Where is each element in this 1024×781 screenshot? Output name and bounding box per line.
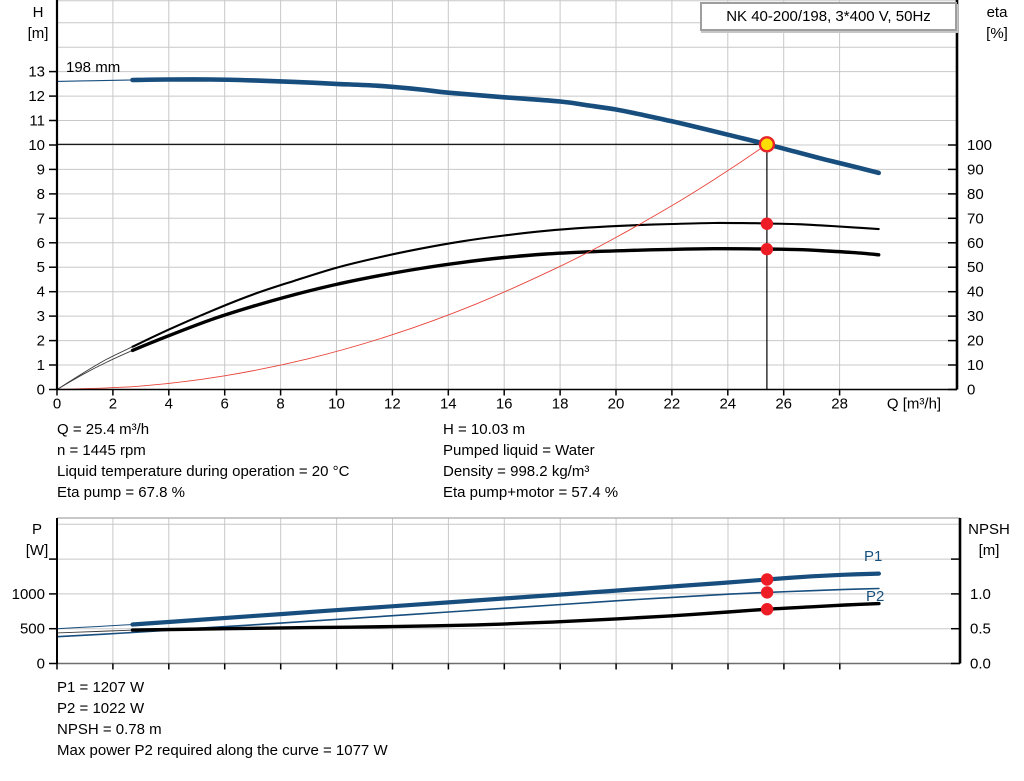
right-tick-label: 90 — [967, 161, 984, 178]
impeller-diameter-label: 198 mm — [66, 59, 121, 76]
head-curve-198mm — [130, 77, 881, 176]
left-tick-label: 12 — [28, 88, 45, 105]
p1-curve — [130, 571, 881, 627]
power-npsh-chart: 0 500 1000 0.0 0.5 1.0 — [12, 517, 991, 673]
info-p2: P2 = 1022 W — [57, 700, 145, 717]
left-tick-label: 500 — [20, 621, 45, 638]
info-density: Density = 998.2 kg/m³ — [443, 463, 590, 480]
h-axis-title: H [m] — [20, 2, 56, 44]
npsh-curve-lead — [56, 629, 133, 634]
right-tick-label: 20 — [967, 333, 984, 350]
eta-axis-title-unit: [%] — [986, 25, 1008, 42]
right-tick-label: 0 — [967, 382, 975, 399]
duty-info-right: H = 10.03 m Pumped liquid = Water Densit… — [443, 419, 618, 503]
bottom-tick-label: 16 — [496, 396, 513, 413]
npsh-axis-title-symbol: NPSH — [968, 521, 1010, 538]
p1-curve-lead — [56, 624, 133, 630]
bottom-tick-label: 18 — [552, 396, 569, 413]
left-tick-label: 1 — [37, 357, 45, 374]
p2-curve-label: P2 — [866, 588, 885, 605]
eta-pump-motor-curve — [130, 246, 881, 353]
qh-eta-chart: 0123456789101112130102030405060708090100… — [28, 0, 992, 413]
p1-curve-label: P1 — [864, 548, 883, 565]
bottom-tick-label: 6 — [221, 396, 229, 413]
duty-info-left: Q = 25.4 m³/h n = 1445 rpm Liquid temper… — [57, 419, 349, 503]
info-npsh: NPSH = 0.78 m — [57, 721, 162, 738]
pump-title-box: NK 40-200/198, 3*400 V, 50Hz — [700, 2, 957, 31]
info-max-power: Max power P2 required along the curve = … — [57, 742, 388, 759]
bottom-tick-label: 4 — [165, 396, 173, 413]
left-tick-label: 11 — [29, 113, 45, 130]
left-tick-label: 13 — [28, 64, 45, 81]
right-tick-label: 50 — [967, 259, 984, 276]
bottom-tick-label: 0 — [53, 396, 61, 413]
duty-info-bottom: P1 = 1207 W P2 = 1022 W NPSH = 0.78 m Ma… — [57, 677, 388, 761]
right-tick-label: 1.0 — [970, 586, 991, 603]
left-tick-label: 1000 — [12, 586, 45, 603]
info-eta-pump-motor: Eta pump+motor = 57.4 % — [443, 484, 619, 501]
p-axis-title-unit: [W] — [25, 542, 49, 559]
right-tick-label: 70 — [967, 210, 984, 227]
eta-pump-duty-dot — [760, 217, 774, 230]
duty-point — [758, 136, 776, 153]
left-tick-label: 10 — [28, 137, 45, 154]
left-tick-label: 4 — [37, 284, 45, 301]
left-tick-label: 3 — [37, 308, 45, 325]
system-curve — [56, 143, 768, 390]
npsh-duty-dot — [760, 603, 774, 616]
bottom-tick-label: 8 — [276, 396, 284, 413]
bottom-tick-label: 2 — [109, 396, 117, 413]
bottom-tick-label: 22 — [664, 396, 681, 413]
npsh-curve — [130, 601, 881, 632]
p-axis-title: P [W] — [18, 519, 56, 561]
p1-duty-dot — [760, 573, 774, 586]
p2-duty-dot — [760, 586, 774, 599]
npsh-axis-title-unit: [m] — [978, 542, 1000, 559]
right-tick-label: 40 — [967, 284, 984, 301]
eta-pump-motor-curve-lead — [56, 349, 133, 390]
info-liquid-temperature: Liquid temperature during operation = 20… — [57, 463, 350, 480]
right-tick-label: 30 — [967, 308, 984, 325]
bottom-tick-label: 14 — [440, 396, 457, 413]
right-tick-label: 80 — [967, 186, 984, 203]
eta-axis-title: eta [%] — [976, 2, 1018, 44]
right-tick-label: 100 — [967, 137, 992, 154]
bottom-tick-label: 20 — [608, 396, 625, 413]
info-p1: P1 = 1207 W — [57, 679, 145, 696]
left-tick-label: 0 — [37, 382, 45, 399]
info-pumped-liquid: Pumped liquid = Water — [443, 442, 595, 459]
eta-pump-motor-duty-dot — [760, 243, 774, 256]
info-eta-pump: Eta pump = 67.8 % — [57, 484, 185, 501]
npsh-axis-title: NPSH [m] — [962, 519, 1016, 561]
left-tick-label: 5 — [37, 259, 45, 276]
right-tick-label: 60 — [967, 235, 984, 252]
h-axis-title-unit: [m] — [27, 25, 49, 42]
right-tick-label: 0.5 — [970, 621, 991, 638]
bottom-tick-label: 26 — [775, 396, 792, 413]
bottom-tick-label: 12 — [384, 396, 401, 413]
eta-axis-title-symbol: eta — [986, 4, 1008, 21]
left-tick-label: 8 — [37, 186, 45, 203]
left-tick-label: 2 — [37, 333, 45, 350]
right-tick-label: 0.0 — [970, 656, 991, 673]
info-flow: Q = 25.4 m³/h — [57, 421, 150, 438]
right-tick-label: 10 — [967, 357, 984, 374]
bottom-tick-label: 24 — [719, 396, 736, 413]
left-tick-label: 0 — [37, 656, 45, 673]
bottom-tick-label: 28 — [831, 396, 848, 413]
p-axis-title-symbol: P — [31, 521, 42, 538]
h-axis-title-symbol: H — [32, 4, 44, 21]
left-tick-label: 9 — [37, 161, 45, 178]
head-curve-lead — [56, 79, 134, 82]
bottom-tick-label: 10 — [328, 396, 345, 413]
info-head: H = 10.03 m — [443, 421, 526, 438]
left-tick-label: 7 — [37, 210, 45, 227]
eta-pump-curve — [131, 221, 880, 348]
info-speed: n = 1445 rpm — [57, 442, 146, 459]
left-tick-label: 6 — [37, 235, 45, 252]
x-axis-unit-label: Q [m³/h] — [887, 396, 941, 413]
